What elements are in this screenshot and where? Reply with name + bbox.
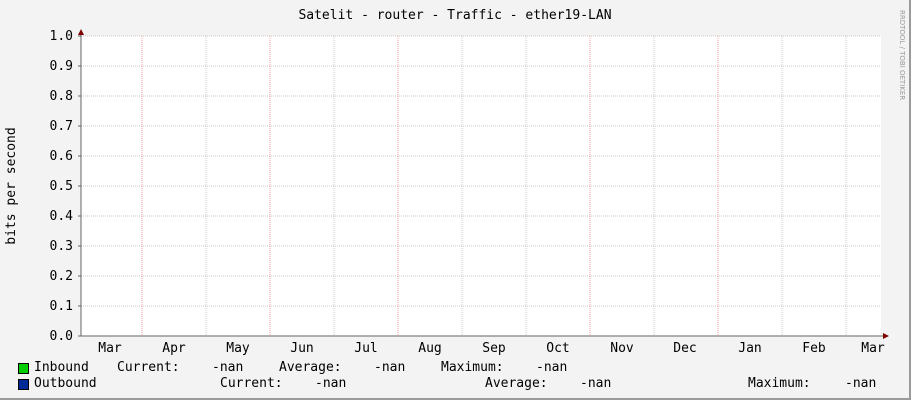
y-axis-label: bits per second [4,127,19,244]
y-tick-label: 0.1 [50,299,73,314]
x-tick-label: Apr [162,341,186,356]
outbound-label: Outbound [34,376,97,391]
y-tick-label: 0.3 [50,239,73,254]
y-tick-label: 0.0 [50,329,73,344]
outbound-current-value: -nan [315,376,347,391]
x-tick-label: Mar [861,341,885,356]
outbound-current-label: Current: [220,376,283,391]
x-tick-label: Jun [290,341,313,356]
x-tick-label: Mar [98,341,122,356]
inbound-average-value: -nan [374,360,406,375]
y-tick-label: 0.2 [50,269,73,284]
rrdtool-watermark: RRDTOOL / TOBI OETIKER [898,10,906,100]
x-tick-label: Oct [546,341,569,356]
y-tick-label: 0.7 [50,119,73,134]
x-tick-label: Dec [673,341,696,356]
inbound-maximum-value: -nan [536,360,568,375]
x-tick-label: Nov [610,341,634,356]
inbound-current-label: Current: [117,360,180,375]
x-tick-label: May [226,341,250,356]
chart-title: Satelit - router - Traffic - ether19-LAN [298,8,611,23]
x-axis-arrow-icon [883,333,889,339]
inbound-current-value: -nan [212,360,244,375]
outbound-average-label: Average: [485,376,548,391]
outbound-swatch [18,379,29,390]
outbound-maximum-value: -nan [845,376,877,391]
y-tick-label: 0.9 [50,59,73,74]
outbound-average-value: -nan [580,376,612,391]
y-tick-label: 0.4 [50,209,74,224]
inbound-swatch [18,363,29,374]
inbound-maximum-label: Maximum: [441,360,504,375]
x-tick-label: Feb [802,341,826,356]
x-tick-label: Aug [418,341,441,356]
x-tick-label: Jul [354,341,377,356]
y-tick-label: 1.0 [50,29,73,44]
x-tick-label: Jan [738,341,761,356]
y-tick-label: 0.8 [50,89,73,104]
outbound-maximum-label: Maximum: [748,376,811,391]
y-tick-label: 0.5 [50,179,73,194]
inbound-average-label: Average: [279,360,342,375]
x-tick-label: Sep [482,341,506,356]
y-axis-arrow-icon [78,29,84,35]
y-tick-label: 0.6 [50,149,73,164]
inbound-label: Inbound [34,360,89,375]
